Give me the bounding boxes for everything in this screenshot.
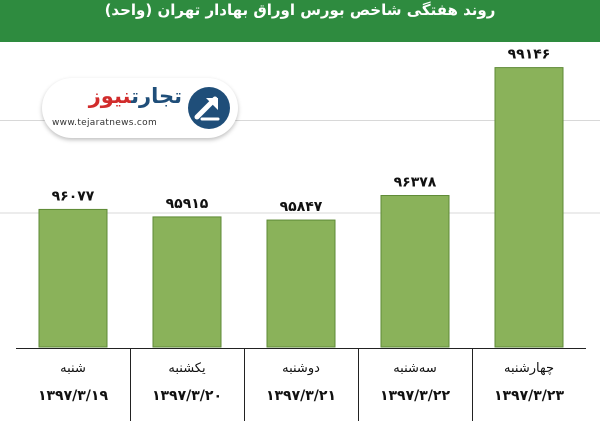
category-cell: سه‌شنبه ۱۳۹۷/۳/۲۲: [358, 349, 473, 421]
category-cell: یکشنبه ۱۳۹۷/۳/۲۰: [130, 349, 245, 421]
category-date-label: ۱۳۹۷/۳/۲۱: [265, 388, 337, 404]
category-day-label: چهارشنبه: [504, 361, 554, 376]
logo-url: www.tejaratnews.com: [52, 118, 158, 128]
category-day-label: دوشنبه: [282, 361, 320, 376]
category-table: شنبه ۱۳۹۷/۳/۱۹ یکشنبه ۱۳۹۷/۳/۲۰ دوشنبه ۱۳۹۷/۳…: [16, 348, 586, 421]
category-date-label: ۱۳۹۷/۳/۲۰: [151, 388, 223, 404]
logo-name-part1: تجارت: [131, 84, 182, 108]
category-day-label: یکشنبه: [168, 361, 206, 376]
bar-chart: ۹۶۰۷۷ ۹۵۹۱۵ ۹۵۸۴۷ ۹۶۳۷۸ ۹۹۱۴۶: [0, 47, 600, 348]
bar: [266, 219, 336, 348]
category-day-label: سه‌شنبه: [393, 361, 437, 376]
category-date-label: ۱۳۹۷/۳/۱۹: [37, 388, 109, 404]
bar: [38, 208, 108, 348]
tejaratnews-logo-icon: [188, 87, 230, 129]
category-cell: چهارشنبه ۱۳۹۷/۳/۲۳: [472, 349, 586, 421]
bar-value-label: ۹۵۹۱۵: [166, 196, 209, 212]
bar: [152, 216, 222, 348]
bar-value-label: ۹۶۰۷۷: [52, 188, 95, 204]
category-date-label: ۱۳۹۷/۳/۲۲: [379, 388, 451, 404]
logo-name: تجارتنیوز: [89, 84, 182, 108]
bar: [494, 67, 564, 348]
category-cell: دوشنبه ۱۳۹۷/۳/۲۱: [244, 349, 359, 421]
bar: [380, 195, 450, 348]
bar-value-label: ۹۶۳۷۸: [394, 175, 437, 191]
category-day-label: شنبه: [60, 361, 86, 376]
chart-header: روند هفتگی شاخص بورس اوراق بهادار تهران …: [0, 0, 600, 42]
logo-name-part2: نیوز: [88, 84, 132, 108]
tejaratnews-logo: تجارتنیوز www.tejaratnews.com: [42, 78, 238, 138]
category-cell: شنبه ۱۳۹۷/۳/۱۹: [16, 349, 131, 421]
bar-value-label: ۹۵۸۴۷: [280, 199, 323, 215]
bar-value-label: ۹۹۱۴۶: [508, 47, 551, 63]
category-date-label: ۱۳۹۷/۳/۲۳: [493, 388, 565, 404]
chart-title: روند هفتگی شاخص بورس اوراق بهادار تهران …: [104, 1, 496, 19]
